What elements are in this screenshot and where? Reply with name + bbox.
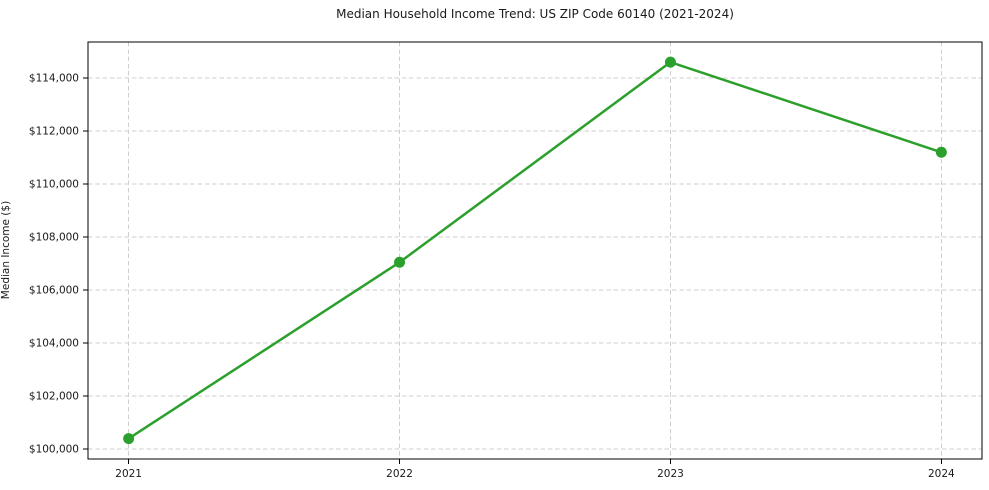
x-tick-label: 2022 xyxy=(386,468,413,480)
x-tick-label: 2021 xyxy=(115,468,142,480)
x-tick-label: 2024 xyxy=(928,468,955,480)
y-tick-label: $100,000 xyxy=(29,444,79,456)
plot-frame xyxy=(87,41,983,460)
chart-title: Median Household Income Trend: US ZIP Co… xyxy=(336,7,734,21)
y-tick-label: $114,000 xyxy=(29,73,79,85)
y-tick-label: $104,000 xyxy=(29,338,79,350)
data-point-marker xyxy=(664,56,676,68)
y-tick-label: $112,000 xyxy=(29,126,79,138)
data-point-marker xyxy=(394,256,406,268)
y-tick-label: $108,000 xyxy=(29,232,79,244)
y-tick-label: $106,000 xyxy=(29,285,79,297)
y-tick-label: $102,000 xyxy=(29,391,79,403)
data-point-marker xyxy=(935,146,947,158)
income-trend-line xyxy=(127,60,943,440)
x-tick-label: 2023 xyxy=(657,468,684,480)
y-tick-label: $110,000 xyxy=(29,179,79,191)
data-point-marker xyxy=(123,433,135,445)
